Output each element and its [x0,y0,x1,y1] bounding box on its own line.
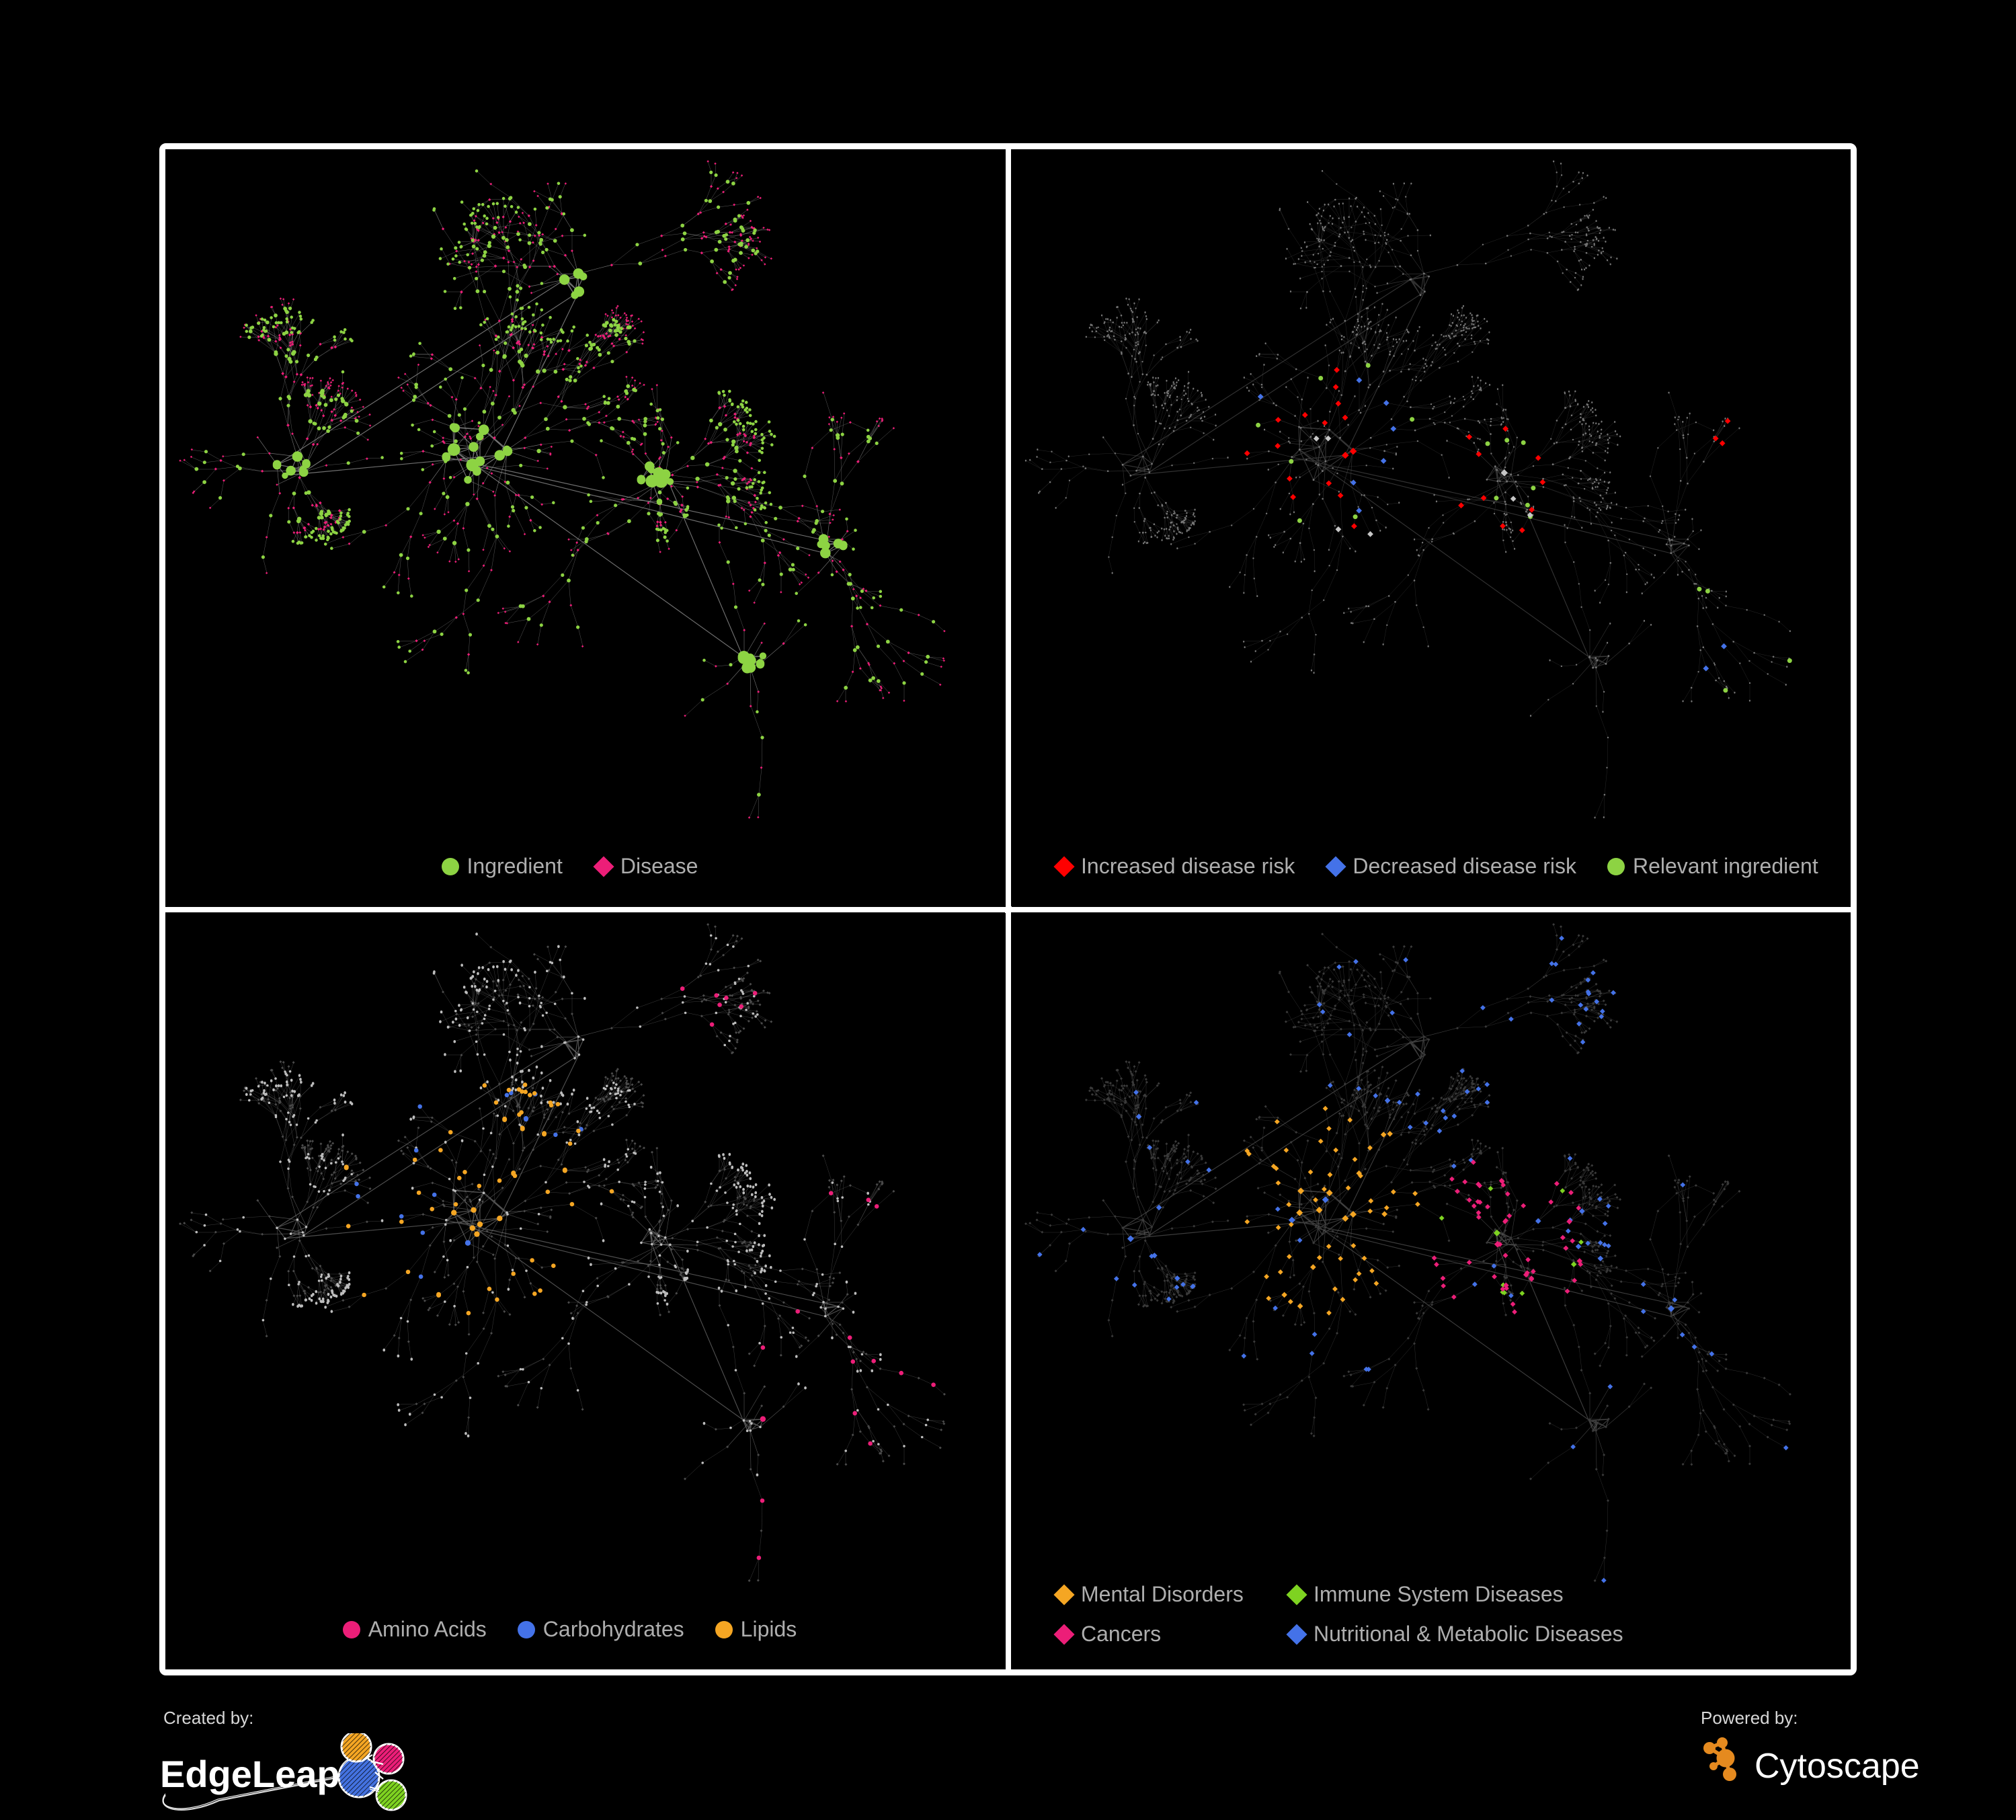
svg-text:Cytoscape: Cytoscape [1755,1747,1920,1786]
svg-text:EdgeLeap: EdgeLeap [160,1753,340,1795]
